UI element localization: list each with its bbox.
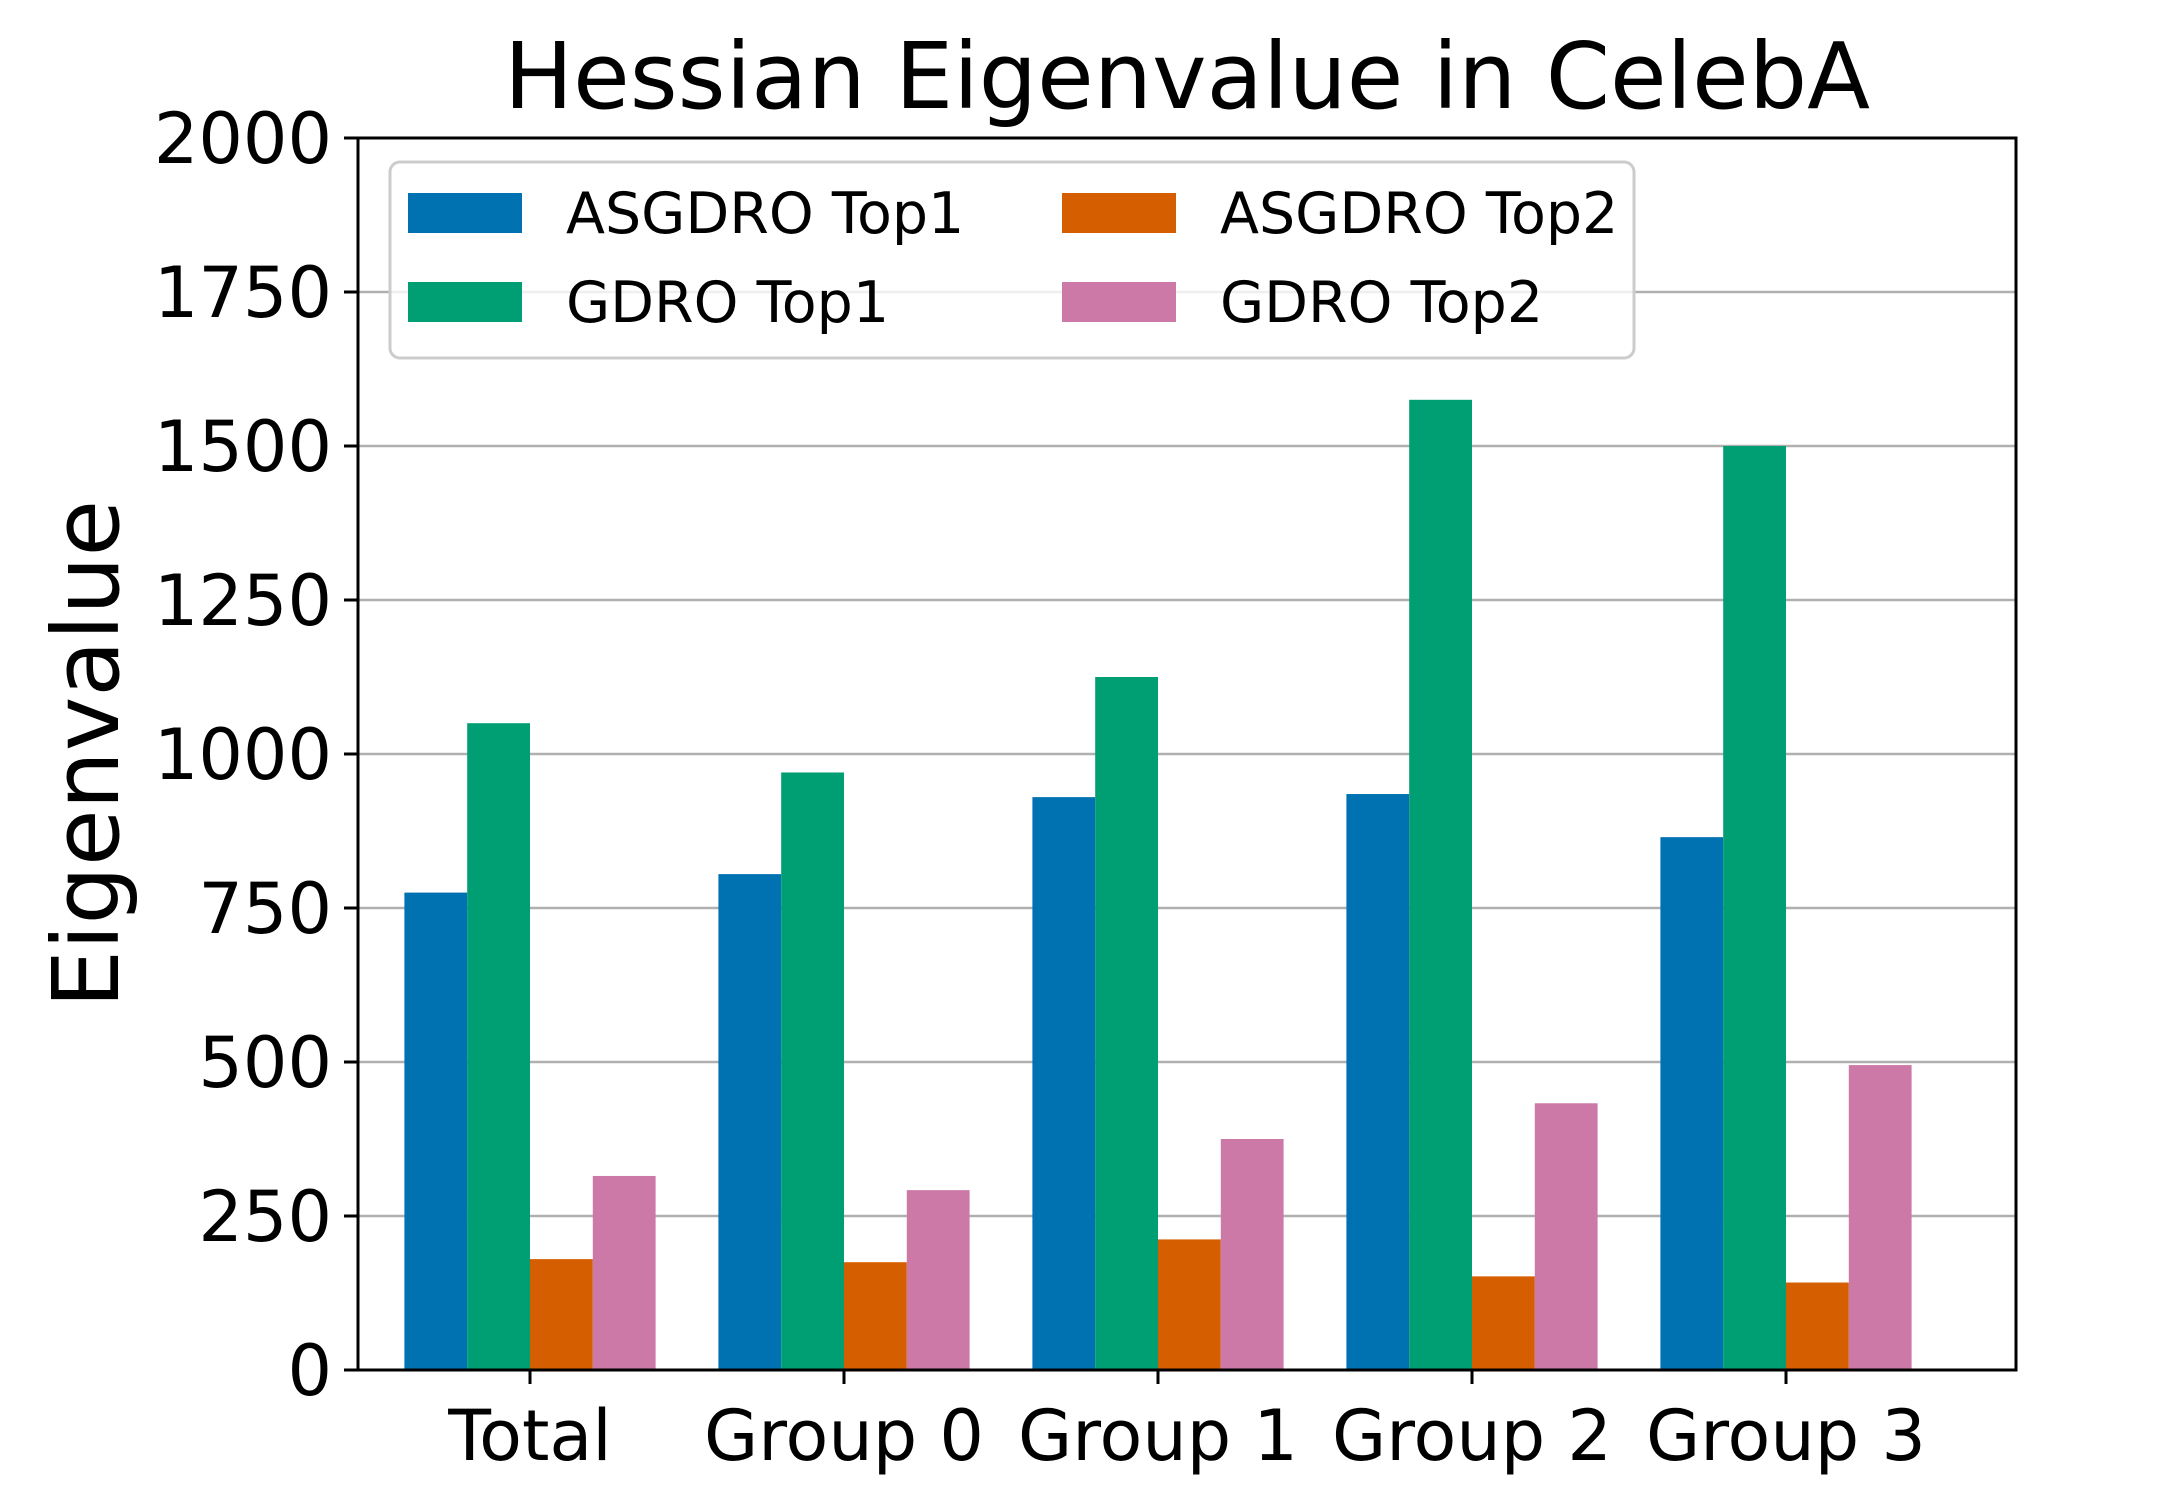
x-tick-label: Group 1 [1018,1395,1298,1477]
bar-gdro-top2-group-3 [1848,1065,1912,1370]
y-tick-label: 0 [287,1330,332,1412]
legend-label: GDRO Top2 [1220,270,1543,336]
legend-item-asgdro-top2: ASGDRO Top2 [1062,181,1618,247]
y-tick-label: 250 [198,1176,332,1258]
legend-swatch [408,193,522,233]
bar-gdro-top1-group-0 [781,772,844,1370]
legend-item-gdro-top1: GDRO Top1 [408,270,889,336]
bar-asgdro-top2-group-3 [1786,1282,1849,1370]
bar-asgdro-top2-group-0 [844,1262,907,1370]
x-tick-label: Total [447,1395,611,1477]
y-tick-label: 750 [198,868,332,950]
x-tick-label: Group 3 [1646,1395,1926,1477]
legend-frame [388,160,1636,360]
x-axis-ticks: Total Group 0 Group 1 Group 2 Group 3 [447,1370,1926,1477]
bar-gdro-top1-total [467,723,530,1370]
y-tick-label: 1000 [154,714,332,796]
bar-asgdro-top1-group-1 [1032,797,1096,1370]
bar-gdro-top2-group-0 [906,1190,970,1370]
y-axis-ticks: 0 250 500 750 1000 1250 1500 1750 2000 [154,98,358,1412]
bar-gdro-top1-group-3 [1723,446,1786,1370]
legend-label: GDRO Top1 [566,270,889,336]
x-tick-label: Group 2 [1332,1395,1612,1477]
y-tick-label: 2000 [154,98,332,180]
legend: ASGDRO Top1 ASGDRO Top2 GDRO Top1 GDRO Top2 [388,160,1636,360]
legend-item-asgdro-top1: ASGDRO Top1 [408,181,964,247]
y-axis-label: Eigenvalue [33,500,140,1008]
bar-asgdro-top2-group-1 [1158,1239,1221,1370]
y-tick-label: 500 [198,1022,332,1104]
bar-asgdro-top2-group-2 [1472,1276,1535,1370]
legend-item-gdro-top2: GDRO Top2 [1062,270,1543,336]
x-tick-label: Group 0 [704,1395,984,1477]
legend-swatch [408,282,522,322]
legend-swatch [1062,282,1176,322]
y-tick-label: 1750 [154,252,332,334]
bar-asgdro-top1-group-3 [1660,837,1724,1370]
bar-asgdro-top1-group-0 [718,874,782,1370]
bar-asgdro-top1-group-2 [1346,794,1410,1370]
bar-asgdro-top1-total [404,892,468,1370]
bar-asgdro-top2-total [530,1259,593,1370]
bar-gdro-top2-group-2 [1534,1103,1598,1370]
bars [404,399,1912,1370]
legend-swatch [1062,193,1176,233]
bar-gdro-top2-total [592,1175,656,1370]
bar-gdro-top2-group-1 [1220,1139,1284,1370]
y-tick-label: 1500 [154,406,332,488]
chart-title: Hessian Eigenvalue in CelebA [504,23,1870,130]
legend-label: ASGDRO Top1 [566,181,964,247]
legend-label: ASGDRO Top2 [1220,181,1618,247]
bar-gdro-top1-group-1 [1095,677,1158,1370]
y-tick-label: 1250 [154,560,332,642]
bar-gdro-top1-group-2 [1409,399,1472,1370]
